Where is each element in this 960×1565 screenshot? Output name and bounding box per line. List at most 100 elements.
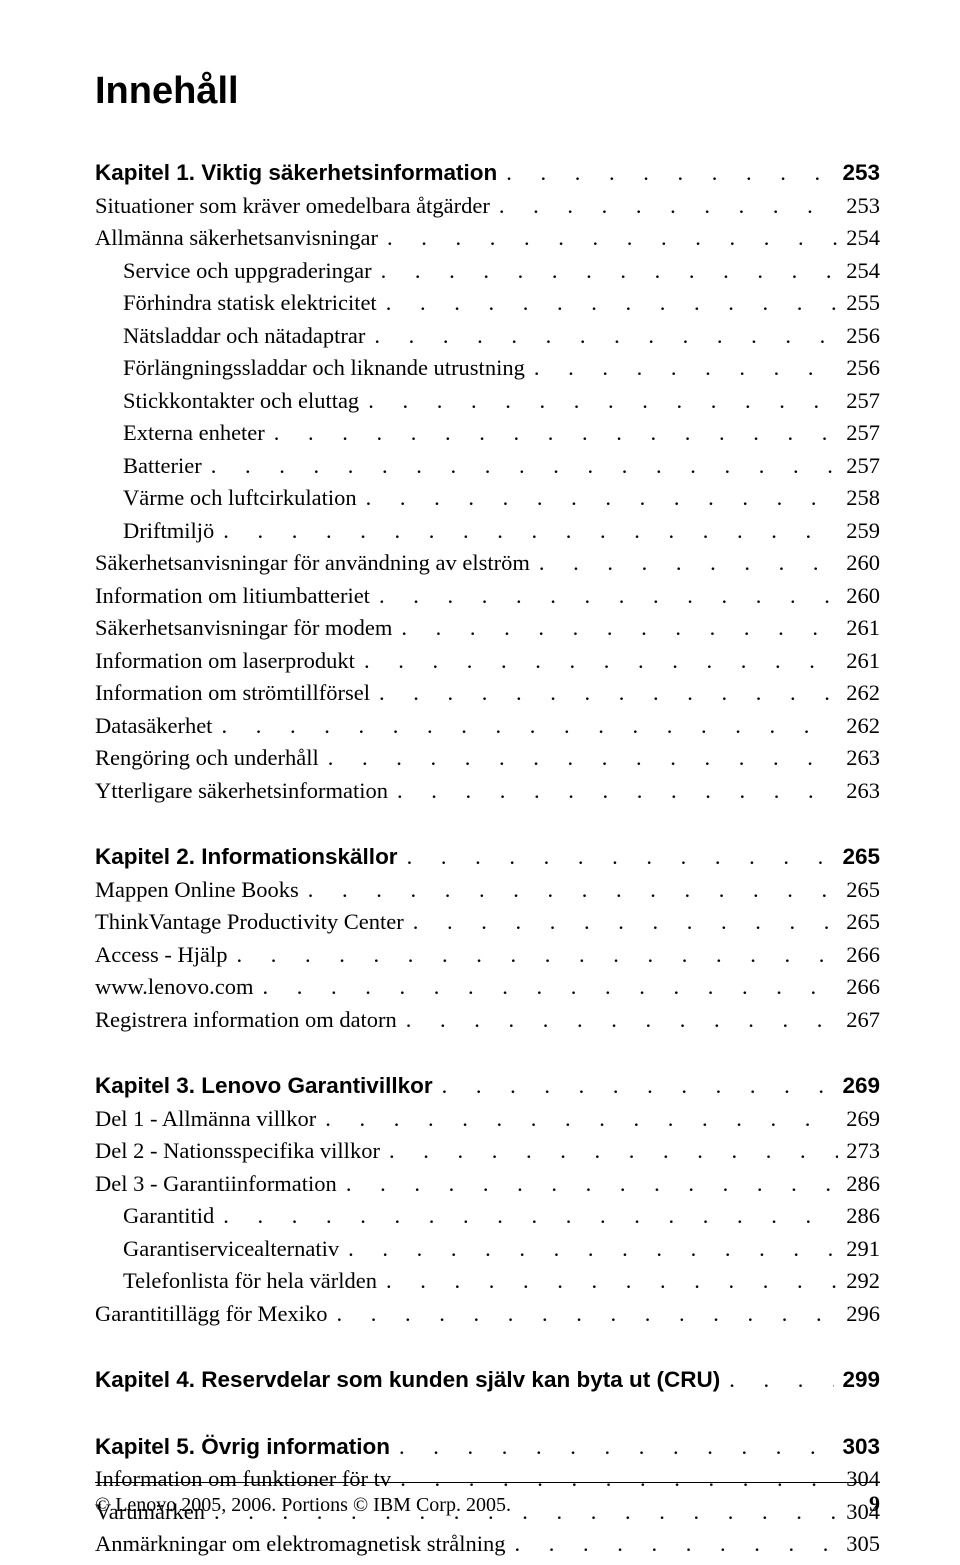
toc-leader-dots: . . . . . . . . . . . . . . . . . . . . … (212, 710, 838, 743)
toc-row: Ytterligare säkerhetsinformation. . . . … (95, 775, 880, 808)
page-footer: © Lenovo 2005, 2006. Portions © IBM Corp… (95, 1482, 880, 1517)
toc-entry-label: Garantiservicealternativ (95, 1233, 339, 1266)
toc-page-number: 257 (838, 450, 880, 483)
toc-leader-dots: . . . . . . . . . . . . . . . . . . . . … (227, 939, 838, 972)
toc-page-number: 253 (834, 157, 880, 190)
toc-leader-dots: . . . . . . . . . . . . . . . . . . . . … (392, 612, 838, 645)
toc-leader-dots: . . . . . . . . . . . . . . . . . . . . … (357, 482, 839, 515)
toc-row: Registrera information om datorn. . . . … (95, 1004, 880, 1037)
toc-entry-label: Information om litiumbatteriet (95, 580, 370, 613)
toc-leader-dots: . . . . . . . . . . . . . . . . . . . . … (525, 352, 838, 385)
toc-page-number: 253 (838, 190, 880, 223)
toc-row: ThinkVantage Productivity Center. . . . … (95, 906, 880, 939)
toc-chapter-label: Kapitel 4. Reservdelar som kunden själv … (95, 1364, 720, 1397)
toc-leader-dots: . . . . . . . . . . . . . . . . . . . . … (202, 450, 839, 483)
toc-block: Kapitel 4. Reservdelar som kunden själv … (95, 1364, 880, 1397)
toc-page-number: 258 (838, 482, 880, 515)
toc-page-number: 267 (838, 1004, 880, 1037)
toc-row: Batterier. . . . . . . . . . . . . . . .… (95, 450, 880, 483)
toc-leader-dots: . . . . . . . . . . . . . . . . . . . . … (377, 287, 839, 320)
toc-entry-label: Garantitid (95, 1200, 214, 1233)
toc-row: Garantitillägg för Mexiko. . . . . . . .… (95, 1298, 880, 1331)
toc-chapter-label: Kapitel 3. Lenovo Garantivillkor (95, 1070, 433, 1103)
toc-entry-label: Förlängningssladdar och liknande utrustn… (95, 352, 525, 385)
toc-leader-dots: . . . . . . . . . . . . . . . . . . . . … (265, 417, 838, 450)
toc-page-number: 263 (838, 742, 880, 775)
toc-row: Kapitel 5. Övrig information. . . . . . … (95, 1431, 880, 1464)
toc-leader-dots: . . . . . . . . . . . . . . . . . . . . … (365, 320, 838, 353)
toc-row: Säkerhetsanvisningar för användning av e… (95, 547, 880, 580)
toc-row: Mappen Online Books. . . . . . . . . . .… (95, 874, 880, 907)
toc-row: Säkerhetsanvisningar för modem. . . . . … (95, 612, 880, 645)
toc-leader-dots: . . . . . . . . . . . . . . . . . . . . … (404, 906, 839, 939)
toc-page-number: 255 (838, 287, 880, 320)
toc-entry-label: Information om laserprodukt (95, 645, 355, 678)
toc-page-number: 257 (838, 385, 880, 418)
toc-row: Externa enheter. . . . . . . . . . . . .… (95, 417, 880, 450)
toc-page-number: 291 (838, 1233, 880, 1266)
toc-row: Allmänna säkerhetsanvisningar. . . . . .… (95, 222, 880, 255)
toc-leader-dots: . . . . . . . . . . . . . . . . . . . . … (214, 1200, 838, 1233)
toc-leader-dots: . . . . . . . . . . . . . . . . . . . . … (380, 1135, 838, 1168)
toc-row: Nätsladdar och nätadaptrar. . . . . . . … (95, 320, 880, 353)
toc-leader-dots: . . . . . . . . . . . . . . . . . . . . … (720, 1364, 834, 1397)
toc-entry-label: Anmärkningar om elektromagnetisk strålni… (95, 1528, 506, 1561)
toc-leader-dots: . . . . . . . . . . . . . . . . . . . . … (316, 1103, 838, 1136)
footer-page-number: 9 (869, 1491, 880, 1517)
toc-entry-label: Information om strömtillförsel (95, 677, 370, 710)
toc-entry-label: Mappen Online Books (95, 874, 299, 907)
toc-entry-label: Värme och luftcirkulation (95, 482, 357, 515)
toc-leader-dots: . . . . . . . . . . . . . . . . . . . . … (370, 677, 838, 710)
toc-leader-dots: . . . . . . . . . . . . . . . . . . . . … (370, 580, 838, 613)
toc-entry-label: Ytterligare säkerhetsinformation (95, 775, 388, 808)
toc-row: Telefonlista för hela världen. . . . . .… (95, 1265, 880, 1298)
toc-page-number: 262 (838, 710, 880, 743)
toc-entry-label: Stickkontakter och eluttag (95, 385, 359, 418)
toc-page-number: 269 (838, 1103, 880, 1136)
toc-entry-label: Del 2 - Nationsspecifika villkor (95, 1135, 380, 1168)
toc-page-number: 265 (838, 906, 880, 939)
toc-row: Garantitid. . . . . . . . . . . . . . . … (95, 1200, 880, 1233)
toc-page-number: 263 (838, 775, 880, 808)
toc-leader-dots: . . . . . . . . . . . . . . . . . . . . … (377, 1265, 838, 1298)
toc-page-number: 260 (838, 547, 880, 580)
toc-row: Förlängningssladdar och liknande utrustn… (95, 352, 880, 385)
toc-row: Förhindra statisk elektricitet. . . . . … (95, 287, 880, 320)
toc-leader-dots: . . . . . . . . . . . . . . . . . . . . … (378, 222, 838, 255)
toc-leader-dots: . . . . . . . . . . . . . . . . . . . . … (355, 645, 838, 678)
toc-row: www.lenovo.com. . . . . . . . . . . . . … (95, 971, 880, 1004)
toc-row: Värme och luftcirkulation. . . . . . . .… (95, 482, 880, 515)
footer-copyright: © Lenovo 2005, 2006. Portions © IBM Corp… (95, 1494, 511, 1517)
toc-row: Kapitel 1. Viktig säkerhetsinformation. … (95, 157, 880, 190)
toc-block: Kapitel 3. Lenovo Garantivillkor. . . . … (95, 1070, 880, 1330)
toc-row: Kapitel 4. Reservdelar som kunden själv … (95, 1364, 880, 1397)
toc-row: Stickkontakter och eluttag. . . . . . . … (95, 385, 880, 418)
toc-row: Garantiservicealternativ. . . . . . . . … (95, 1233, 880, 1266)
toc-entry-label: ThinkVantage Productivity Center (95, 906, 404, 939)
toc-chapter-label: Kapitel 5. Övrig information (95, 1431, 390, 1464)
toc-leader-dots: . . . . . . . . . . . . . . . . . . . . … (372, 255, 839, 288)
toc-row: Access - Hjälp. . . . . . . . . . . . . … (95, 939, 880, 972)
toc-page-number: 257 (838, 417, 880, 450)
toc-page-number: 273 (838, 1135, 880, 1168)
toc-row: Rengöring och underhåll. . . . . . . . .… (95, 742, 880, 775)
toc-leader-dots: . . . . . . . . . . . . . . . . . . . . … (214, 515, 838, 548)
toc-page-number: 254 (838, 222, 880, 255)
toc-leader-dots: . . . . . . . . . . . . . . . . . . . . … (327, 1298, 838, 1331)
toc-entry-label: Säkerhetsanvisningar för modem (95, 612, 392, 645)
toc-entry-label: Service och uppgraderingar (95, 255, 372, 288)
toc-row: Service och uppgraderingar. . . . . . . … (95, 255, 880, 288)
toc-row: Del 1 - Allmänna villkor. . . . . . . . … (95, 1103, 880, 1136)
toc-entry-label: Förhindra statisk elektricitet (95, 287, 377, 320)
toc-row: Kapitel 3. Lenovo Garantivillkor. . . . … (95, 1070, 880, 1103)
toc-page-number: 259 (838, 515, 880, 548)
toc-leader-dots: . . . . . . . . . . . . . . . . . . . . … (397, 1004, 838, 1037)
toc-entry-label: Telefonlista för hela världen (95, 1265, 377, 1298)
toc-entry-label: Situationer som kräver omedelbara åtgärd… (95, 190, 490, 223)
toc-row: Situationer som kräver omedelbara åtgärd… (95, 190, 880, 223)
toc-page-number: 296 (838, 1298, 880, 1331)
toc-page-number: 286 (838, 1200, 880, 1233)
toc-leader-dots: . . . . . . . . . . . . . . . . . . . . … (390, 1431, 834, 1464)
toc-entry-label: Allmänna säkerhetsanvisningar (95, 222, 378, 255)
toc-row: Del 3 - Garantiinformation. . . . . . . … (95, 1168, 880, 1201)
